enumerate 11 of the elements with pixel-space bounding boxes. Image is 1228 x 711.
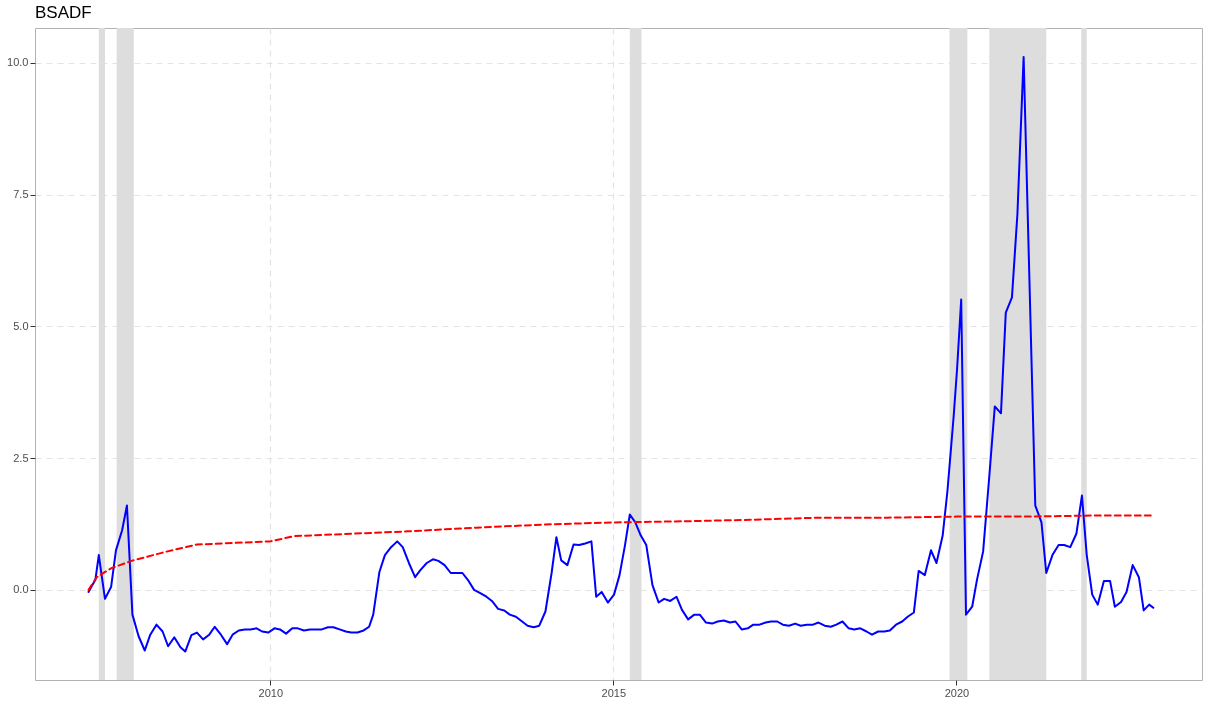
- y-tick-label: 7.5: [13, 188, 29, 201]
- y-tick-label: 5.0: [13, 319, 29, 332]
- line-series: [87, 55, 1155, 653]
- y-tick-label: 2.5: [13, 451, 29, 464]
- y-tick-label: 0.0: [13, 583, 29, 596]
- y-tick-label: 10.0: [7, 56, 29, 69]
- x-tick-label: 2010: [258, 686, 284, 699]
- line-series: [87, 514, 1155, 591]
- x-tick-label: 2015: [601, 686, 627, 699]
- x-tick-label: 2020: [944, 686, 970, 699]
- chart-title: BSADF: [35, 3, 92, 22]
